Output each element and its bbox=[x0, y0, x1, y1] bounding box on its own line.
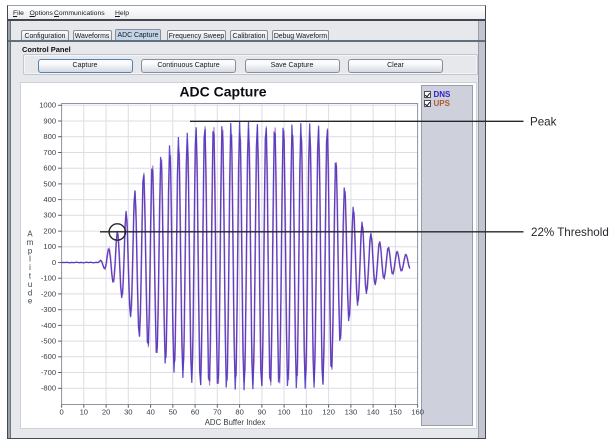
svg-text:d: d bbox=[28, 288, 32, 297]
svg-text:120: 120 bbox=[322, 408, 335, 417]
svg-text:A: A bbox=[27, 230, 33, 239]
svg-text:30: 30 bbox=[124, 408, 132, 417]
svg-text:500: 500 bbox=[43, 179, 56, 188]
svg-text:ADC Capture: ADC Capture bbox=[179, 84, 266, 100]
svg-text:1000: 1000 bbox=[39, 101, 56, 110]
svg-text:-400: -400 bbox=[41, 321, 56, 330]
svg-text:80: 80 bbox=[235, 408, 243, 417]
svg-text:p: p bbox=[28, 246, 33, 255]
svg-text:140: 140 bbox=[367, 408, 380, 417]
svg-text:70: 70 bbox=[213, 408, 221, 417]
svg-text:400: 400 bbox=[43, 195, 56, 204]
svg-text:-700: -700 bbox=[41, 368, 56, 377]
svg-text:22% Threshold: 22% Threshold bbox=[531, 226, 609, 239]
svg-text:200: 200 bbox=[43, 227, 56, 236]
svg-text:600: 600 bbox=[43, 164, 56, 173]
svg-text:50: 50 bbox=[169, 408, 177, 417]
svg-text:-200: -200 bbox=[41, 289, 56, 298]
svg-text:900: 900 bbox=[43, 116, 56, 125]
svg-text:ADC Buffer Index: ADC Buffer Index bbox=[205, 418, 266, 427]
svg-text:10: 10 bbox=[80, 408, 88, 417]
svg-text:110: 110 bbox=[300, 408, 312, 417]
svg-text:700: 700 bbox=[43, 148, 56, 157]
svg-text:-500: -500 bbox=[41, 337, 56, 346]
svg-text:Peak: Peak bbox=[530, 115, 557, 128]
svg-text:100: 100 bbox=[278, 408, 291, 417]
svg-text:60: 60 bbox=[191, 408, 199, 417]
svg-text:m: m bbox=[27, 238, 34, 247]
svg-text:300: 300 bbox=[43, 211, 56, 220]
svg-text:100: 100 bbox=[43, 242, 56, 251]
svg-text:-800: -800 bbox=[41, 384, 56, 393]
svg-text:130: 130 bbox=[345, 408, 358, 417]
svg-text:i: i bbox=[29, 263, 31, 272]
svg-text:-300: -300 bbox=[41, 305, 56, 314]
svg-text:t: t bbox=[29, 272, 32, 281]
svg-text:150: 150 bbox=[389, 408, 402, 417]
svg-text:l: l bbox=[29, 255, 31, 264]
svg-text:40: 40 bbox=[146, 408, 154, 417]
svg-text:u: u bbox=[28, 280, 32, 289]
svg-text:-100: -100 bbox=[41, 274, 56, 283]
svg-text:0: 0 bbox=[52, 258, 56, 267]
svg-text:160: 160 bbox=[411, 408, 424, 417]
svg-text:-600: -600 bbox=[41, 352, 56, 361]
svg-text:e: e bbox=[28, 297, 32, 306]
svg-text:800: 800 bbox=[43, 132, 56, 141]
svg-text:0: 0 bbox=[59, 408, 63, 417]
svg-text:20: 20 bbox=[102, 408, 110, 417]
svg-text:90: 90 bbox=[258, 408, 266, 417]
